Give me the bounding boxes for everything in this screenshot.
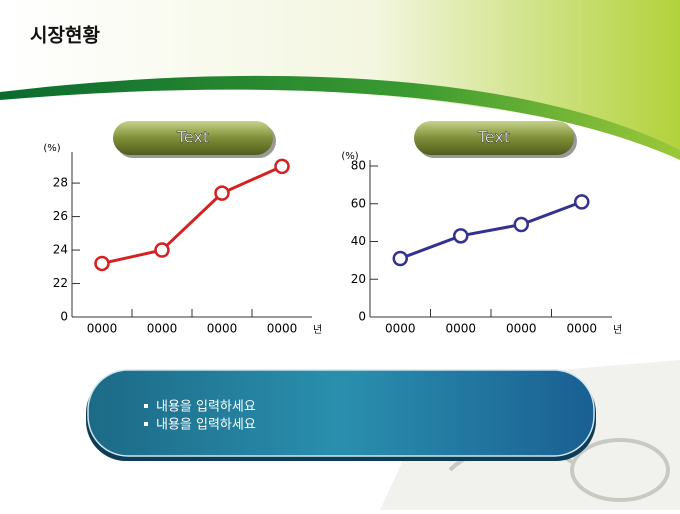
data-point: [154, 242, 170, 258]
y-tick-label: 80: [351, 159, 366, 173]
header-band: [0, 0, 680, 150]
x-tick-label: 0000: [445, 322, 476, 336]
y-tick-label: 0: [60, 310, 68, 324]
x-tick-label: 0000: [385, 322, 416, 336]
data-point: [274, 158, 290, 175]
x-tick-label: 0000: [207, 322, 238, 336]
x-unit: 년: [613, 324, 622, 336]
x-tick-label: 0000: [506, 322, 537, 336]
data-point: [392, 250, 408, 267]
x-tick-label: 0000: [566, 322, 597, 336]
y-tick-label: 60: [351, 196, 366, 210]
data-line: [101, 164, 283, 265]
x-tick-label: 0000: [267, 322, 298, 336]
x-tick-label: 0000: [147, 322, 178, 336]
bullet: [144, 404, 148, 408]
data-point: [574, 194, 590, 210]
chart-title-pill: [414, 121, 574, 155]
slide-title: 시장현황: [30, 24, 100, 47]
x-tick-label: 0000: [87, 322, 118, 336]
y-axis-label: (%): [341, 151, 358, 162]
x-unit: 년: [313, 324, 322, 336]
chart-title: Text: [176, 128, 209, 147]
textbox: [87, 369, 595, 457]
textbox-item: 내용을 입력하세요: [156, 400, 256, 415]
y-tick-label: 40: [351, 234, 366, 248]
data-point: [214, 185, 230, 201]
chart-title-pill: [113, 121, 273, 155]
y-tick-label: 22: [53, 276, 68, 290]
data-point: [453, 228, 469, 244]
textbox-item: 내용을 입력하세요: [156, 418, 256, 433]
y-tick-label: 20: [351, 272, 366, 286]
data-line: [399, 200, 583, 260]
chart-title: Text: [477, 128, 510, 147]
y-axis-label: (%): [43, 143, 60, 154]
y-tick-label: 24: [53, 243, 68, 257]
data-point: [94, 255, 110, 272]
y-tick-label: 28: [53, 176, 68, 190]
y-tick-label: 0: [358, 310, 366, 324]
bullet: [144, 422, 148, 426]
swoosh: [0, 75, 680, 160]
data-point: [513, 216, 529, 233]
y-tick-label: 26: [53, 209, 68, 223]
